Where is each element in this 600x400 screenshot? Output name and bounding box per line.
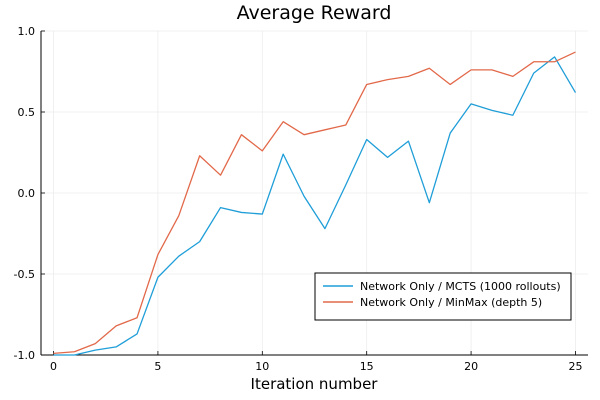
series-lines [53, 51, 577, 356]
legend-label-1: Network Only / MCTS (1000 rollouts) [360, 280, 561, 293]
x-axis-label: Iteration number [251, 375, 379, 393]
y-tick-label: 0.5 [18, 106, 36, 119]
y-tick-label: -0.5 [14, 268, 35, 281]
legend: Network Only / MCTS (1000 rollouts) Netwo… [314, 272, 572, 321]
x-tick-label: 25 [568, 360, 582, 373]
x-tick-label: 20 [464, 360, 478, 373]
x-tick-label: 0 [50, 360, 57, 373]
chart-title: Average Reward [237, 2, 392, 24]
series-line-1 [53, 56, 577, 356]
legend-label-2: Network Only / MinMax (depth 5) [360, 296, 542, 309]
y-tick-label: 0.0 [18, 187, 36, 200]
y-tick-label: -1.0 [14, 349, 35, 362]
x-tick-label: 5 [154, 360, 161, 373]
series-line-2 [53, 51, 576, 355]
legend-box [314, 272, 572, 321]
y-tick-label: 1.0 [18, 25, 36, 38]
x-tick-label: 15 [360, 360, 374, 373]
tick-labels: 0 5 10 15 20 25 -1.0 -0.5 0.0 0.5 1.0 [14, 25, 583, 373]
x-tick-label: 10 [255, 360, 269, 373]
